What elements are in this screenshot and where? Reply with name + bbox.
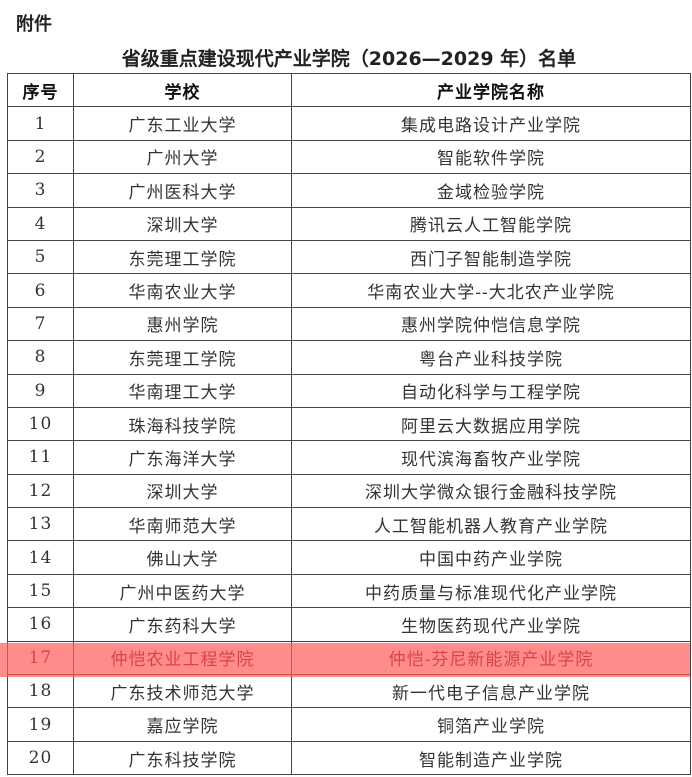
table-header-row: 序号 学校 产业学院名称 — [7, 72, 691, 108]
row-school: 广州医科大学 — [73, 173, 292, 208]
row-college-name: 中药质量与标准现代化产业学院 — [291, 573, 691, 609]
row-college-name: 惠州学院仲恺信息学院 — [291, 306, 691, 342]
row-school: 华南师范大学 — [73, 507, 292, 542]
row-college-name: 华南农业大学--大北农产业学院 — [291, 273, 691, 308]
attachment-label: 附件 — [16, 14, 52, 35]
table-row: 15 广州中医药大学 中药质量与标准现代化产业学院 — [7, 573, 691, 609]
row-college-name: 新一代电子信息产业学院 — [291, 674, 691, 709]
row-school: 广东技术师范大学 — [73, 674, 292, 709]
header-college-name: 产业学院名称 — [291, 72, 691, 108]
row-school: 佛山大学 — [73, 540, 292, 575]
row-index: 7 — [7, 306, 74, 342]
row-index: 17 — [7, 640, 74, 676]
header-index: 序号 — [7, 72, 74, 108]
table-row: 1 广东工业大学 集成电路设计产业学院 — [7, 106, 691, 141]
row-school: 东莞理工学院 — [73, 340, 292, 375]
row-college-name: 自动化科学与工程学院 — [291, 373, 691, 408]
row-college-name: 粤台产业科技学院 — [291, 340, 691, 375]
row-college-name: 仲恺-芬尼新能源产业学院 — [291, 640, 691, 676]
table-row: 4 深圳大学 腾讯云人工智能学院 — [7, 206, 691, 241]
row-school: 惠州学院 — [73, 306, 292, 342]
row-school: 深圳大学 — [73, 206, 292, 241]
document-title: 省级重点建设现代产业学院（2026—2029 年）名单 — [121, 48, 577, 70]
row-college-name: 集成电路设计产业学院 — [291, 106, 691, 141]
table-row: 6 华南农业大学 华南农业大学--大北农产业学院 — [7, 273, 691, 308]
row-college-name: 阿里云大数据应用学院 — [291, 406, 691, 442]
row-index: 12 — [7, 473, 74, 509]
row-index: 18 — [7, 674, 74, 709]
row-school: 广东科技学院 — [73, 740, 292, 776]
row-index: 10 — [7, 406, 74, 442]
row-school: 广东工业大学 — [73, 106, 292, 141]
row-college-name: 铜箔产业学院 — [291, 707, 691, 742]
row-index: 4 — [7, 206, 74, 241]
row-index: 11 — [7, 440, 74, 475]
row-index: 19 — [7, 707, 74, 742]
table-row: 14 佛山大学 中国中药产业学院 — [7, 540, 691, 575]
row-college-name: 金域检验学院 — [291, 173, 691, 208]
table-row: 19 嘉应学院 铜箔产业学院 — [7, 707, 691, 742]
header-school: 学校 — [73, 72, 292, 108]
row-school: 仲恺农业工程学院 — [73, 640, 292, 676]
row-index: 16 — [7, 607, 74, 642]
row-index: 15 — [7, 573, 74, 609]
row-college-name: 西门子智能制造学院 — [291, 239, 691, 275]
row-college-name: 人工智能机器人教育产业学院 — [291, 507, 691, 542]
row-college-name: 现代滨海畜牧产业学院 — [291, 440, 691, 475]
row-index: 3 — [7, 173, 74, 208]
table-row: 11 广东海洋大学 现代滨海畜牧产业学院 — [7, 440, 691, 475]
row-school: 广州大学 — [73, 139, 292, 175]
table-row: 20 广东科技学院 智能制造产业学院 — [7, 740, 691, 776]
row-college-name: 深圳大学微众银行金融科技学院 — [291, 473, 691, 509]
table-row: 18 广东技术师范大学 新一代电子信息产业学院 — [7, 674, 691, 709]
row-school: 广东海洋大学 — [73, 440, 292, 475]
row-college-name: 腾讯云人工智能学院 — [291, 206, 691, 241]
row-school: 深圳大学 — [73, 473, 292, 509]
row-school: 珠海科技学院 — [73, 406, 292, 442]
table-row: 13 华南师范大学 人工智能机器人教育产业学院 — [7, 507, 691, 542]
row-college-name: 中国中药产业学院 — [291, 540, 691, 575]
row-school: 华南农业大学 — [73, 273, 292, 308]
row-college-name: 智能软件学院 — [291, 139, 691, 175]
row-index: 13 — [7, 507, 74, 542]
row-index: 5 — [7, 239, 74, 275]
table-row: 3 广州医科大学 金域检验学院 — [7, 173, 691, 208]
college-list-table: 序号 学校 产业学院名称 1 广东工业大学 集成电路设计产业学院 2 广州大学 智能软件学… — [7, 72, 691, 776]
table-row: 17 仲恺农业工程学院 仲恺-芬尼新能源产业学院 — [7, 640, 691, 676]
row-index: 9 — [7, 373, 74, 408]
row-school: 广州中医药大学 — [73, 573, 292, 609]
row-school: 东莞理工学院 — [73, 239, 292, 275]
table-row: 5 东莞理工学院 西门子智能制造学院 — [7, 239, 691, 275]
row-index: 2 — [7, 139, 74, 175]
row-index: 8 — [7, 340, 74, 375]
table-row: 8 东莞理工学院 粤台产业科技学院 — [7, 340, 691, 375]
table-row: 10 珠海科技学院 阿里云大数据应用学院 — [7, 406, 691, 442]
row-index: 6 — [7, 273, 74, 308]
table-row: 12 深圳大学 深圳大学微众银行金融科技学院 — [7, 473, 691, 509]
row-index: 14 — [7, 540, 74, 575]
row-index: 20 — [7, 740, 74, 776]
row-college-name: 智能制造产业学院 — [291, 740, 691, 776]
table-row: 9 华南理工大学 自动化科学与工程学院 — [7, 373, 691, 408]
row-school: 嘉应学院 — [73, 707, 292, 742]
table-row: 2 广州大学 智能软件学院 — [7, 139, 691, 175]
table-row: 7 惠州学院 惠州学院仲恺信息学院 — [7, 306, 691, 342]
row-college-name: 生物医药现代产业学院 — [291, 607, 691, 642]
row-school: 华南理工大学 — [73, 373, 292, 408]
table-row: 16 广东药科大学 生物医药现代产业学院 — [7, 607, 691, 642]
row-index: 1 — [7, 106, 74, 141]
row-school: 广东药科大学 — [73, 607, 292, 642]
